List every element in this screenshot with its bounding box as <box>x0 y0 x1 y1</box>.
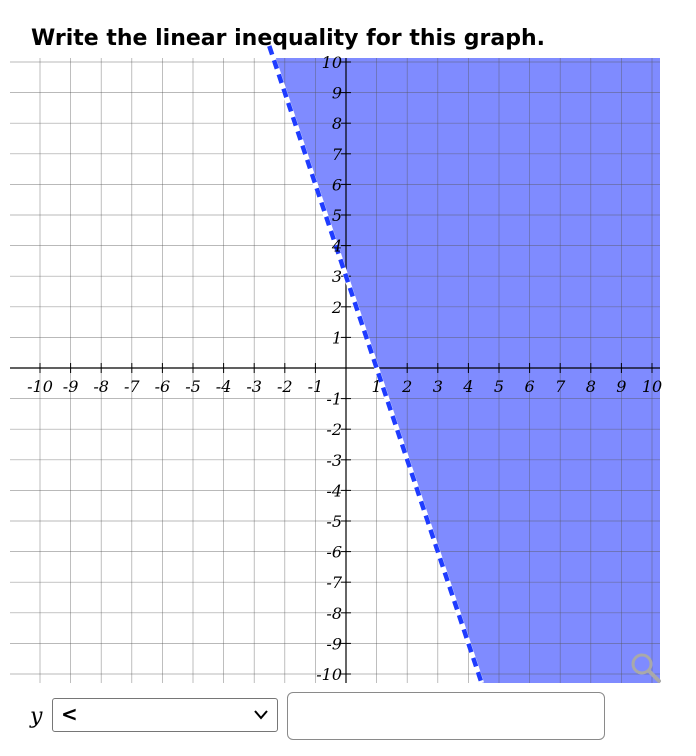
x-tick-label: -8 <box>93 377 109 396</box>
y-tick-label: -7 <box>326 573 342 592</box>
magnifier-icon[interactable] <box>628 650 664 686</box>
y-tick-label: -6 <box>326 543 342 562</box>
y-tick-label: 4 <box>331 237 342 256</box>
x-tick-label: 7 <box>555 377 566 396</box>
x-tick-label: -1 <box>308 377 324 396</box>
shaded-region <box>273 58 660 683</box>
y-tick-label: 5 <box>332 206 342 225</box>
answer-variable: y <box>30 704 43 729</box>
x-tick-label: -5 <box>185 377 201 396</box>
rhs-input[interactable] <box>287 692 605 740</box>
x-tick-label: 1 <box>372 377 382 396</box>
y-tick-label: 9 <box>332 84 342 103</box>
x-tick-label: 6 <box>525 377 535 396</box>
y-tick-label: 1 <box>332 328 342 347</box>
x-tick-label: -4 <box>216 377 232 396</box>
shaded-region-polygon <box>273 58 660 683</box>
x-tick-label: -9 <box>63 377 79 396</box>
axes <box>10 58 660 683</box>
operator-selected-value: < <box>61 702 78 726</box>
operator-select[interactable]: < <box>52 698 278 732</box>
y-tick-label: -10 <box>316 665 342 684</box>
inequality-graph: -10 -9 -8 -7 -6 -5 -4 -3 -2 -1 1 2 3 4 5 6 7 8 9 1010987654… <box>10 45 662 684</box>
answer-row: y < <box>0 690 696 740</box>
x-tick-label: -2 <box>277 377 293 396</box>
y-tick-label: -5 <box>326 512 342 531</box>
boundary-line-dashed <box>267 45 484 684</box>
y-tick-label: -3 <box>326 451 342 470</box>
x-tick-label: 9 <box>616 377 626 396</box>
x-tick-label: 4 <box>462 377 473 396</box>
y-tick-label: -9 <box>326 634 342 653</box>
chevron-down-icon <box>254 710 268 720</box>
boundary-line <box>266 45 484 684</box>
y-tick-label: -4 <box>326 481 342 500</box>
y-tick-label: 7 <box>332 145 343 164</box>
x-tick-label: 3 <box>433 377 443 396</box>
y-tick-label: 8 <box>332 114 342 133</box>
page-title: Write the linear inequality for this gra… <box>31 26 546 51</box>
y-tick-label: 2 <box>331 298 342 317</box>
y-tick-label: -8 <box>326 604 342 623</box>
x-tick-label: 8 <box>586 377 596 396</box>
x-tick-label: 5 <box>494 377 504 396</box>
x-tick-label: -10 <box>27 377 53 396</box>
x-tick-label: 2 <box>401 377 412 396</box>
y-tick-label: 10 <box>322 53 342 72</box>
x-tick-label: -7 <box>124 377 140 396</box>
x-tick-label: 10 <box>642 377 662 396</box>
x-tick-label: -6 <box>155 377 171 396</box>
tick-labels: -10 -9 -8 -7 -6 -5 -4 -3 -2 -1 1 2 3 4 5 6 7 8 9 1010987654… <box>27 53 662 684</box>
y-tick-label: -1 <box>326 390 342 409</box>
y-tick-label: 3 <box>332 267 342 286</box>
y-tick-label: -2 <box>326 420 342 439</box>
y-tick-label: 6 <box>332 175 342 194</box>
x-tick-label: -3 <box>246 377 262 396</box>
